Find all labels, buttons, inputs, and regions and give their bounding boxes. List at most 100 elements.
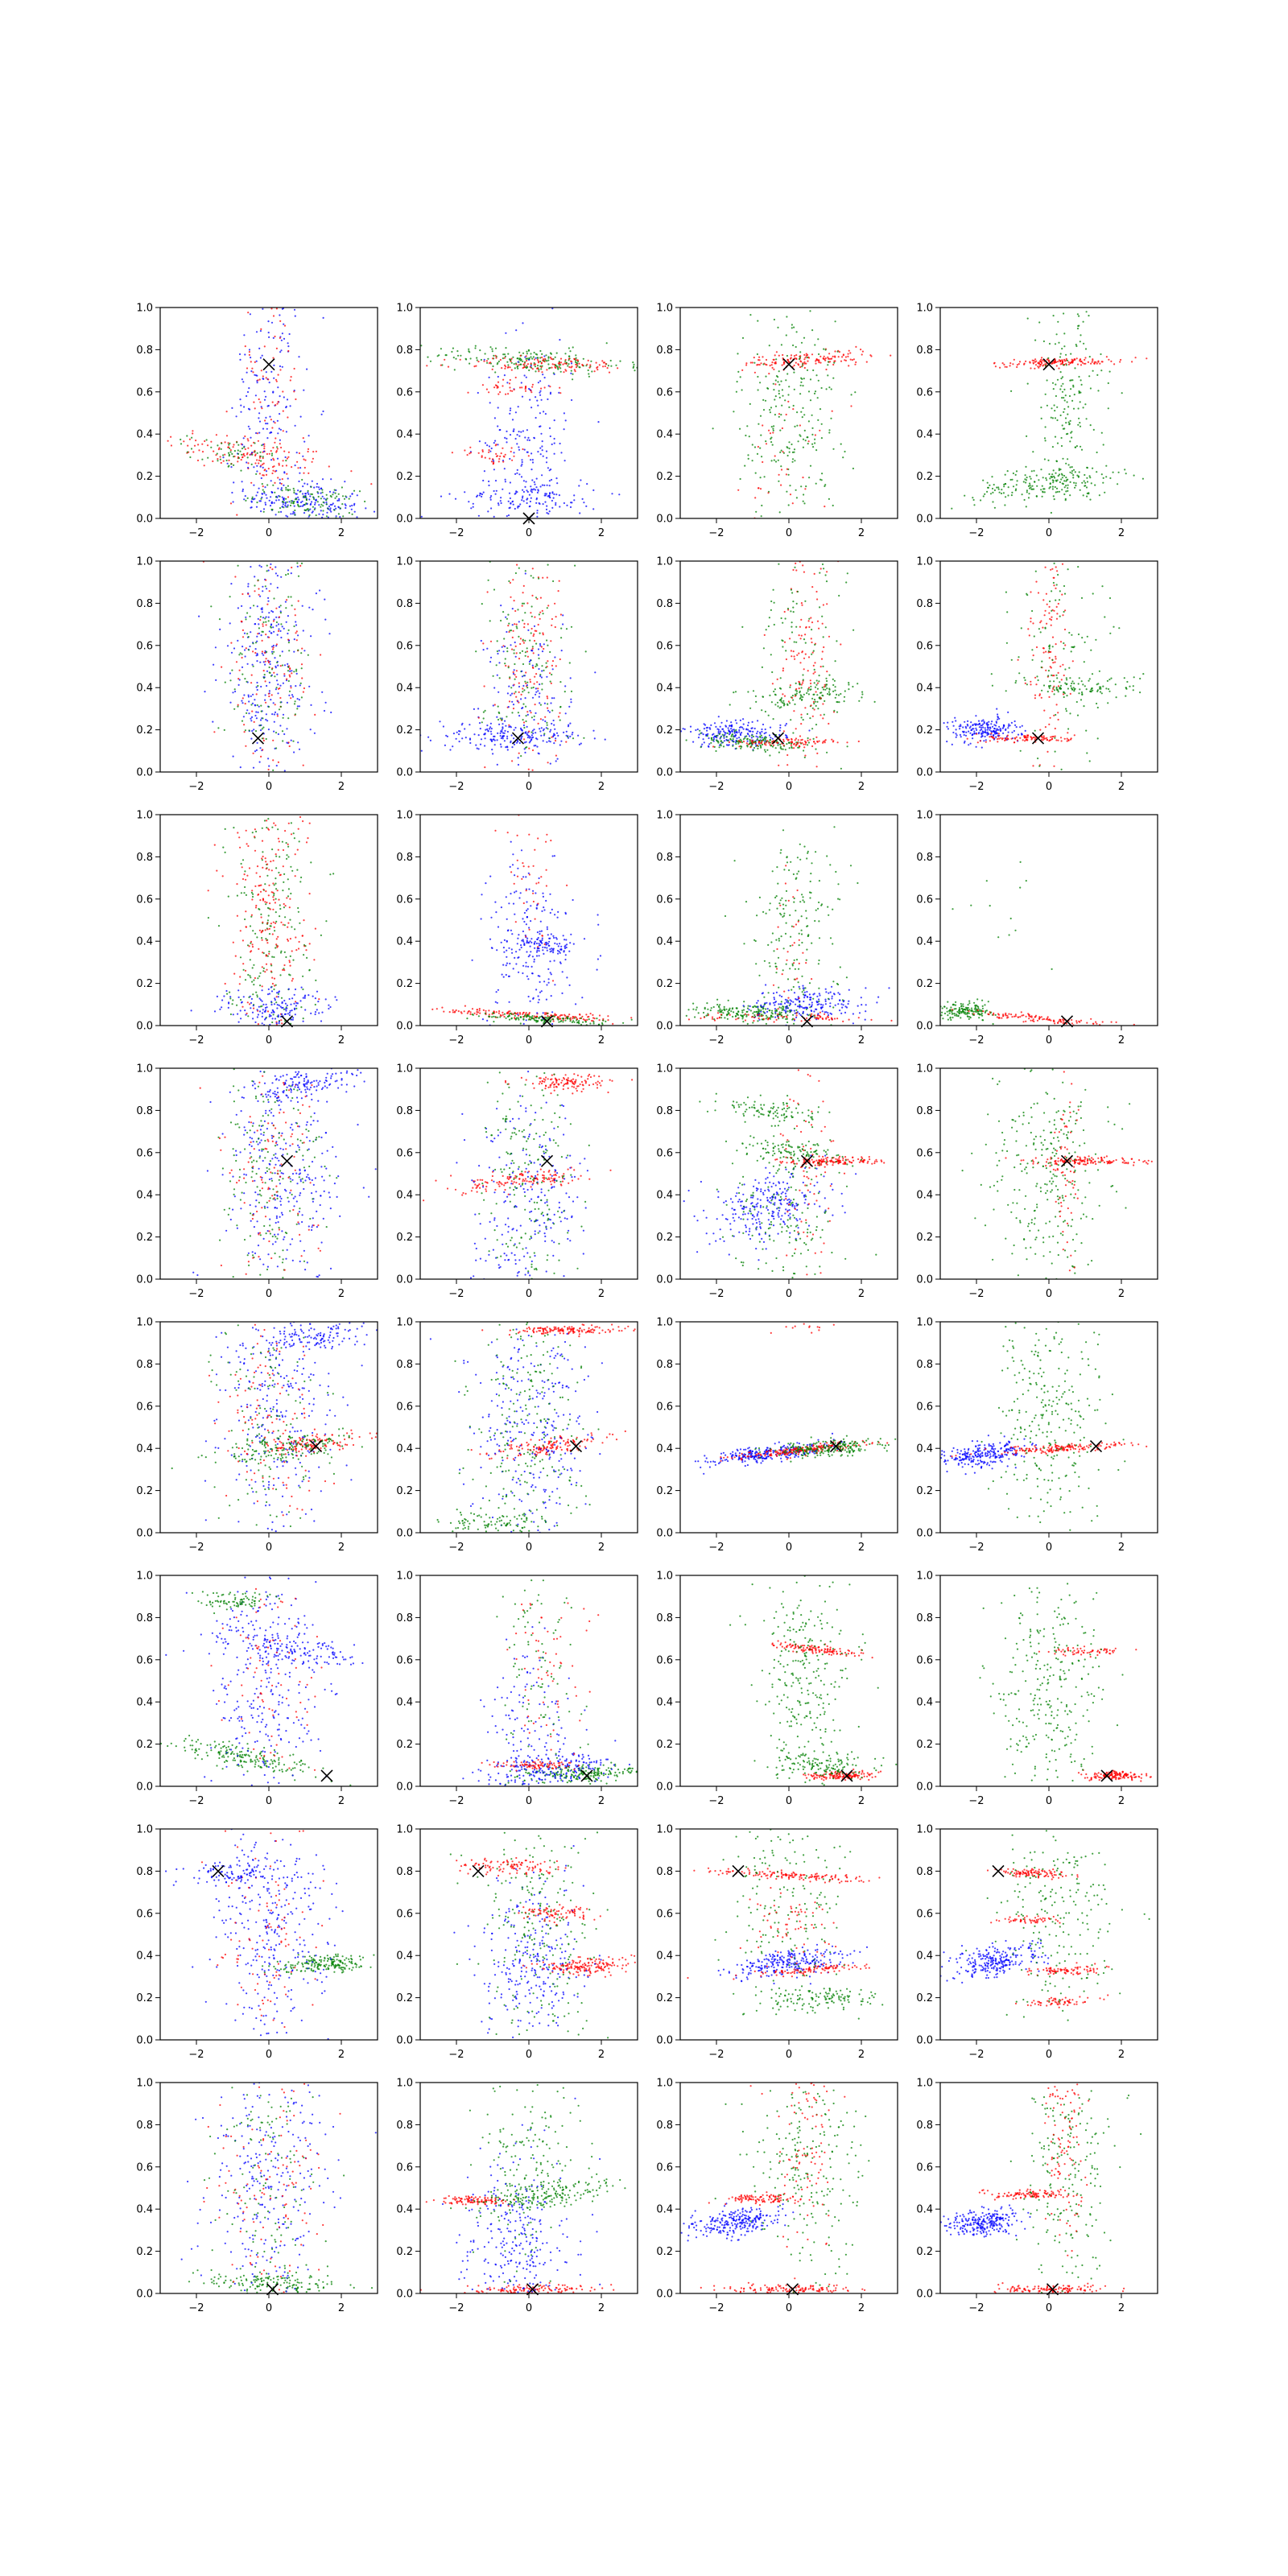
scatter-point-green xyxy=(769,409,771,411)
scatter-point-blue xyxy=(540,432,543,435)
subplot-r2-c3: −2 0 20.00.20.40.60.81.0 xyxy=(656,556,898,793)
scatter-point-blue xyxy=(535,477,538,480)
scatter-point-blue xyxy=(256,688,258,691)
scatter-point-red xyxy=(816,752,819,755)
scatter-point-red xyxy=(535,673,538,675)
scatter-point-green xyxy=(503,353,506,356)
scatter-point-red xyxy=(526,650,529,653)
scatter-point-red xyxy=(274,481,276,485)
scatter-point-red xyxy=(799,735,802,737)
scatter-point-blue xyxy=(497,732,499,735)
scatter-point-green xyxy=(1095,638,1097,641)
scatter-point-red xyxy=(1054,727,1056,730)
scatter-point-red xyxy=(532,634,535,638)
scatter-point-blue xyxy=(533,625,536,628)
scatter-point-red xyxy=(274,335,276,338)
scatter-point-green xyxy=(1025,479,1028,481)
scatter-point-blue xyxy=(516,434,518,436)
scatter-point-red xyxy=(804,634,807,636)
scatter-point-blue xyxy=(973,730,976,733)
scatter-point-red xyxy=(289,675,291,678)
scatter-point-green xyxy=(1071,470,1074,473)
scatter-point-red xyxy=(807,739,809,742)
scatter-point-green xyxy=(846,572,848,575)
scatter-point-green xyxy=(1066,679,1068,681)
scatter-point-green xyxy=(1060,444,1063,448)
scatter-point-red xyxy=(295,639,298,642)
scatter-point-red xyxy=(263,345,266,348)
scatter-point-red xyxy=(520,693,522,696)
scatter-point-blue xyxy=(521,460,523,464)
scatter-point-blue xyxy=(480,738,483,741)
scatter-point-blue xyxy=(244,655,246,658)
scatter-point-green xyxy=(801,378,803,380)
scatter-point-green xyxy=(1051,485,1054,488)
scatter-point-green xyxy=(1088,356,1091,358)
scatter-point-blue xyxy=(961,730,964,733)
scatter-point-green xyxy=(588,373,590,375)
scatter-point-green xyxy=(779,743,782,746)
scatter-point-blue xyxy=(285,506,287,508)
scatter-point-green xyxy=(564,353,567,355)
scatter-point-green xyxy=(1096,689,1099,691)
scatter-point-green xyxy=(605,342,608,345)
scatter-point-red xyxy=(272,357,275,359)
scatter-point-red xyxy=(242,456,244,458)
scatter-point-blue xyxy=(535,486,538,489)
scatter-point-green xyxy=(1063,399,1066,402)
scatter-point-green xyxy=(811,707,814,709)
scatter-point-blue xyxy=(509,409,512,411)
scatter-point-green xyxy=(717,741,720,744)
scatter-point-green xyxy=(1109,632,1112,634)
scatter-point-red xyxy=(783,695,786,697)
scatter-point-green xyxy=(1061,424,1063,427)
scatter-point-blue xyxy=(256,741,258,745)
scatter-point-red xyxy=(531,383,535,386)
scatter-point-red xyxy=(527,455,530,457)
scatter-point-blue xyxy=(499,732,502,735)
scatter-point-blue xyxy=(526,502,528,505)
scatter-point-red xyxy=(510,357,513,360)
scatter-point-red xyxy=(240,620,242,623)
scatter-point-green xyxy=(1025,481,1027,484)
scatter-point-green xyxy=(1066,401,1068,403)
scatter-point-blue xyxy=(571,398,573,402)
scatter-point-green xyxy=(1051,476,1053,479)
scatter-point-green xyxy=(224,681,226,683)
scatter-point-blue xyxy=(530,497,532,499)
scatter-point-blue xyxy=(268,690,270,692)
scatter-point-green xyxy=(778,563,780,565)
scatter-point-red xyxy=(1001,362,1004,365)
scatter-point-red xyxy=(762,460,764,464)
scatter-point-blue xyxy=(446,735,449,738)
scatter-point-blue xyxy=(1005,729,1007,732)
scatter-point-green xyxy=(803,749,805,752)
scatter-point-blue xyxy=(524,436,526,439)
scatter-point-red xyxy=(262,670,265,672)
scatter-point-red xyxy=(857,740,860,743)
scatter-point-green xyxy=(1024,679,1026,682)
scatter-point-green xyxy=(609,359,612,362)
scatter-point-green xyxy=(568,347,571,349)
scatter-point-blue xyxy=(306,368,308,370)
scatter-point-red xyxy=(1055,658,1057,660)
scatter-point-red xyxy=(804,488,807,490)
scatter-point-green xyxy=(777,381,779,383)
scatter-point-blue xyxy=(560,452,563,454)
scatter-point-green xyxy=(802,385,804,387)
scatter-point-red xyxy=(753,371,757,374)
scatter-point-red xyxy=(815,590,818,593)
scatter-point-red xyxy=(795,737,798,740)
scatter-point-red xyxy=(265,634,267,636)
scatter-point-blue xyxy=(493,687,496,689)
scatter-point-blue xyxy=(520,476,523,478)
scatter-point-green xyxy=(1055,599,1057,601)
scatter-point-green xyxy=(1003,485,1005,488)
scatter-point-green xyxy=(796,590,799,593)
scatter-point-green xyxy=(1067,484,1069,486)
scatter-point-green xyxy=(493,354,495,357)
scatter-point-green xyxy=(791,451,795,454)
scatter-point-red xyxy=(798,687,800,690)
scatter-point-red xyxy=(1030,683,1032,686)
scatter-point-red xyxy=(1057,602,1059,605)
